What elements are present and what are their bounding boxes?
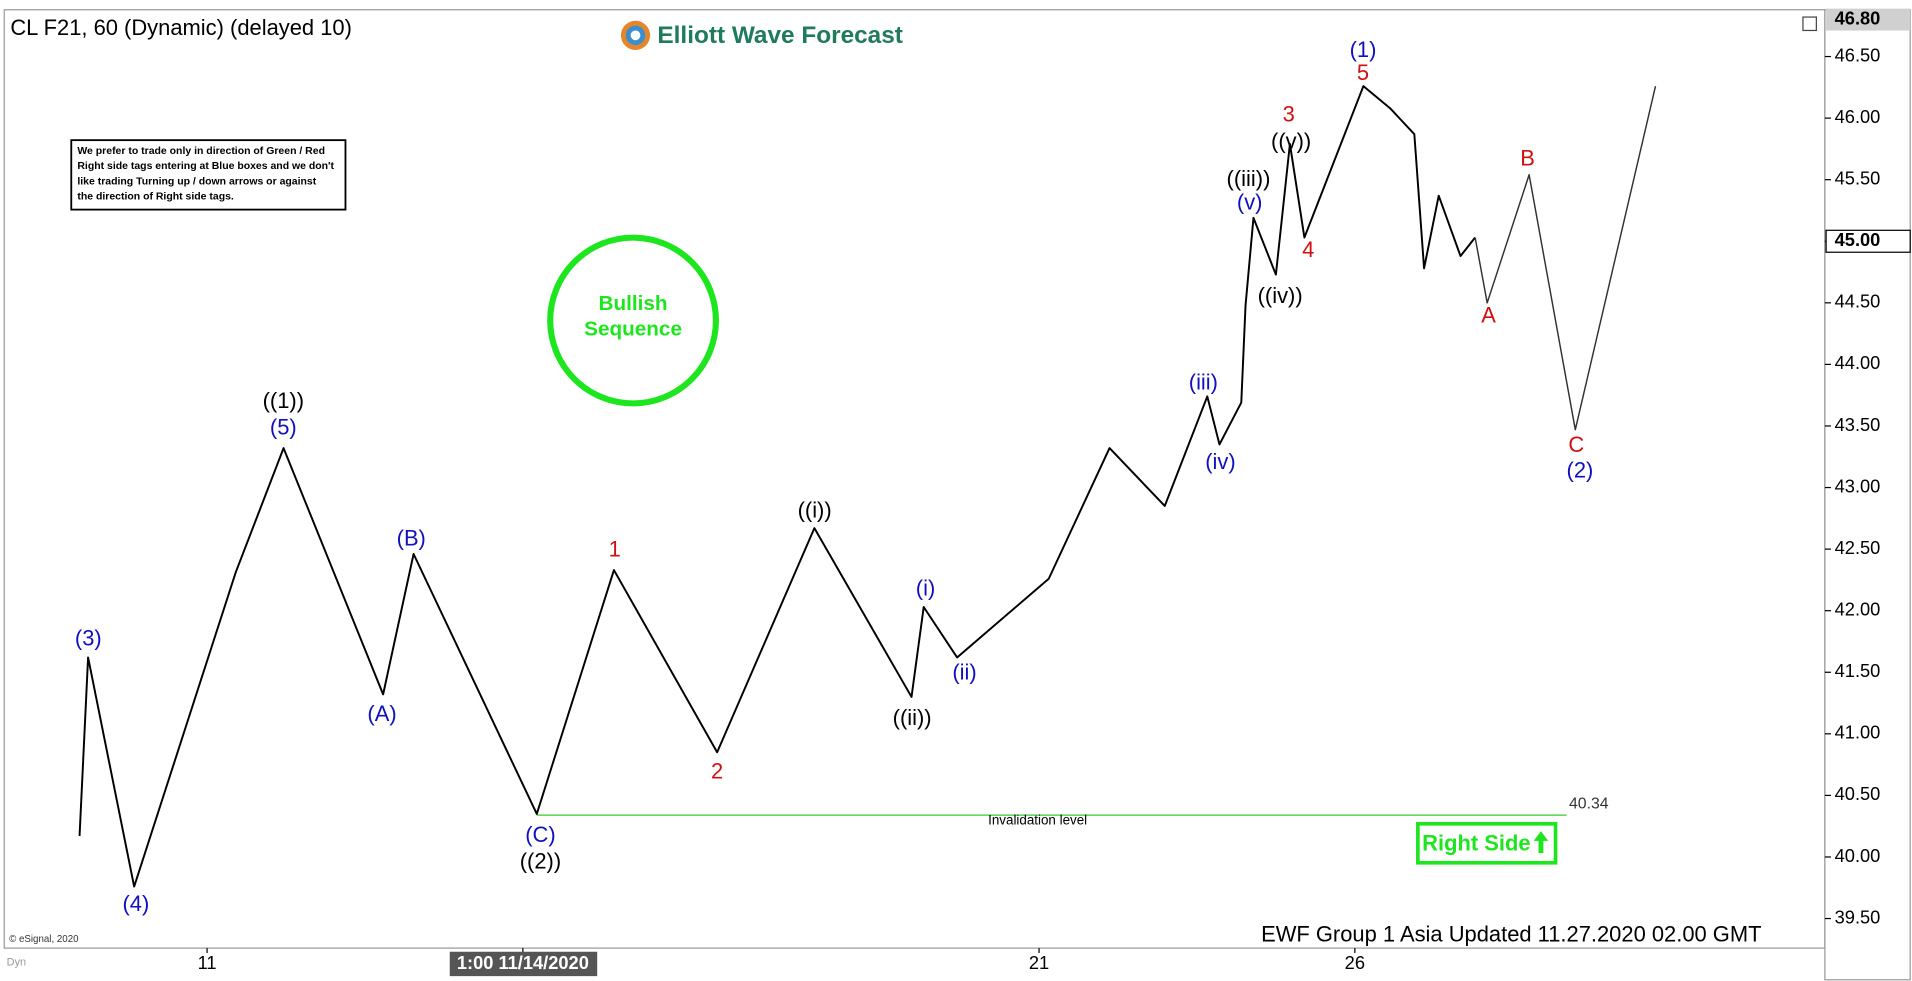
price-line	[78, 85, 1476, 888]
wave-label: 4	[1302, 237, 1314, 262]
top-price-label: 46.80	[1835, 7, 1881, 28]
wave-label: (ii)	[952, 660, 976, 685]
wave-label: ((iv))	[1258, 283, 1303, 308]
wave-label: (iii)	[1189, 370, 1218, 395]
wave-label: (3)	[75, 626, 102, 651]
wave-label: (5)	[270, 415, 297, 440]
wave-label: A	[1481, 303, 1496, 328]
wave-label: (C)	[525, 822, 555, 847]
wave-label: (B)	[397, 526, 426, 551]
logo: Elliott Wave Forecast	[620, 20, 903, 50]
wave-label: (4)	[122, 891, 149, 916]
wave-label: (1)	[1350, 37, 1377, 62]
y-tick-label: 40.50	[1835, 783, 1881, 804]
note-box	[70, 139, 347, 211]
wave-label: ((v))	[1271, 128, 1311, 153]
y-tick-label: 44.00	[1835, 352, 1881, 373]
wave-label: 3	[1283, 102, 1295, 127]
wave-label: ((iii))	[1227, 166, 1271, 191]
x-cursor-box	[449, 951, 598, 977]
y-tick-label: 41.00	[1835, 722, 1881, 743]
right-side-text: Right Side	[1422, 830, 1530, 855]
wave-label: 1	[609, 537, 621, 562]
note-line: Right side tags entering at Blue boxes a…	[77, 161, 334, 172]
chart-title: CL F21, 60 (Dynamic) (delayed 10)	[10, 15, 352, 40]
y-tick-label: 42.00	[1835, 599, 1881, 620]
last-price-box	[1825, 229, 1911, 253]
wave-label: (v)	[1237, 189, 1263, 214]
logo-icon-core	[630, 30, 641, 41]
y-tick-label: 43.50	[1835, 414, 1881, 435]
y-tick-label: 42.50	[1835, 537, 1881, 558]
note-line: We prefer to trade only in direction of …	[77, 146, 325, 157]
wave-label: ((ii))	[893, 705, 932, 730]
y-tick-label: 40.00	[1835, 845, 1881, 866]
y-tick-label: 44.50	[1835, 291, 1881, 312]
note: We prefer to trade only in direction of …	[77, 146, 334, 203]
invalidation-value: 40.34	[1569, 795, 1609, 812]
y-tick-label: 45.50	[1835, 168, 1881, 189]
right-side-box	[1416, 821, 1558, 865]
wave-label: C	[1568, 432, 1584, 457]
x-tick-label: 26	[1345, 952, 1365, 973]
wave-label: (i)	[916, 576, 935, 601]
last-price-label: 45.00	[1835, 229, 1881, 250]
right-side-arrow	[1533, 831, 1549, 854]
y-tick-label: 46.00	[1835, 106, 1881, 127]
x-tick-label: 11	[198, 952, 217, 973]
badge-circle	[547, 234, 719, 407]
note-line: like trading Turning up / down arrows or…	[77, 176, 316, 187]
logo-text: Elliott Wave Forecast	[657, 22, 902, 49]
y-tick-label: 46.50	[1835, 44, 1881, 65]
note-line: the direction of Right side tags.	[77, 192, 234, 203]
price-axis	[1824, 9, 1911, 981]
corner-icon	[1802, 16, 1817, 32]
wave-label: ((2))	[520, 849, 561, 874]
wave-label: ((1))	[263, 388, 304, 413]
wave-label: ((i))	[798, 498, 832, 523]
invalidation-label: Invalidation level	[988, 813, 1087, 828]
top-price-box	[1826, 8, 1911, 31]
x-tick-label: 1:00 11/14/2020	[457, 952, 589, 973]
x-tick-label: 21	[1029, 952, 1049, 973]
wave-label: B	[1520, 145, 1535, 170]
badge-text: Bullish	[599, 292, 668, 315]
badge-text: Sequence	[584, 318, 682, 341]
y-tick-label: 43.00	[1835, 475, 1881, 496]
footer: EWF Group 1 Asia Updated 11.27.2020 02.0…	[1261, 922, 1761, 947]
wave-label: (iv)	[1205, 449, 1235, 474]
projection-line	[1474, 85, 1657, 431]
y-tick-label: 41.50	[1835, 660, 1881, 681]
wave-label: (2)	[1567, 457, 1594, 482]
copyright: © eSignal, 2020	[9, 934, 79, 945]
y-tick-label: 39.50	[1835, 906, 1881, 927]
wave-label: 2	[711, 758, 723, 783]
wave-label: (A)	[367, 701, 396, 726]
wave-label: 5	[1357, 60, 1369, 85]
corner-label: Dyn	[7, 957, 26, 969]
